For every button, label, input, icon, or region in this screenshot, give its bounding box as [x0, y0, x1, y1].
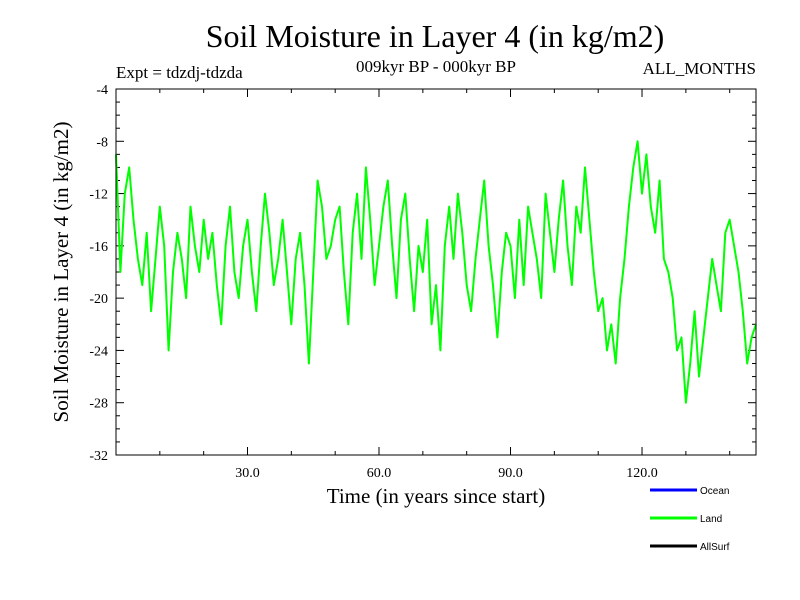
legend: Ocean Land AllSurf	[650, 486, 730, 553]
plot-frame	[115, 88, 757, 456]
legend-ocean-label: Ocean	[700, 486, 729, 497]
legend-land-label: Land	[700, 514, 722, 525]
y-tick-label: -8	[96, 135, 108, 150]
series-layer	[115, 140, 757, 404]
y-tick-label: -12	[89, 188, 108, 203]
x-axis-label: Time (in years since start)	[327, 484, 546, 508]
y-axis-label: Soil Moisture in Layer 4 (in kg/m2)	[49, 122, 73, 423]
period-label: 009kyr BP - 000kyr BP	[356, 57, 516, 76]
x-tick-label: 90.0	[498, 466, 523, 481]
y-tick-label: -28	[89, 397, 108, 412]
y-tick-label: -20	[89, 292, 108, 307]
x-tick-label: 60.0	[367, 466, 392, 481]
legend-allsurf-label: AllSurf	[700, 542, 730, 553]
months-label: ALL_MONTHS	[643, 59, 756, 78]
y-tick-label: -32	[89, 449, 108, 464]
y-tick-label: -24	[89, 344, 108, 359]
x-tick-label: 120.0	[626, 466, 658, 481]
y-tick-label: -16	[89, 240, 108, 255]
x-tick-label: 30.0	[235, 466, 260, 481]
y-axis-ticks: -4 -8 -12 -16 -20 -24 -28 -32	[89, 83, 756, 464]
series-line-land	[115, 140, 757, 404]
chart-title: Soil Moisture in Layer 4 (in kg/m2)	[206, 18, 665, 54]
x-axis-ticks: 30.0 60.0 90.0 120.0	[159, 89, 731, 481]
y-tick-label: -4	[96, 83, 108, 98]
experiment-label: Expt = tdzdj-tdzda	[116, 63, 243, 82]
